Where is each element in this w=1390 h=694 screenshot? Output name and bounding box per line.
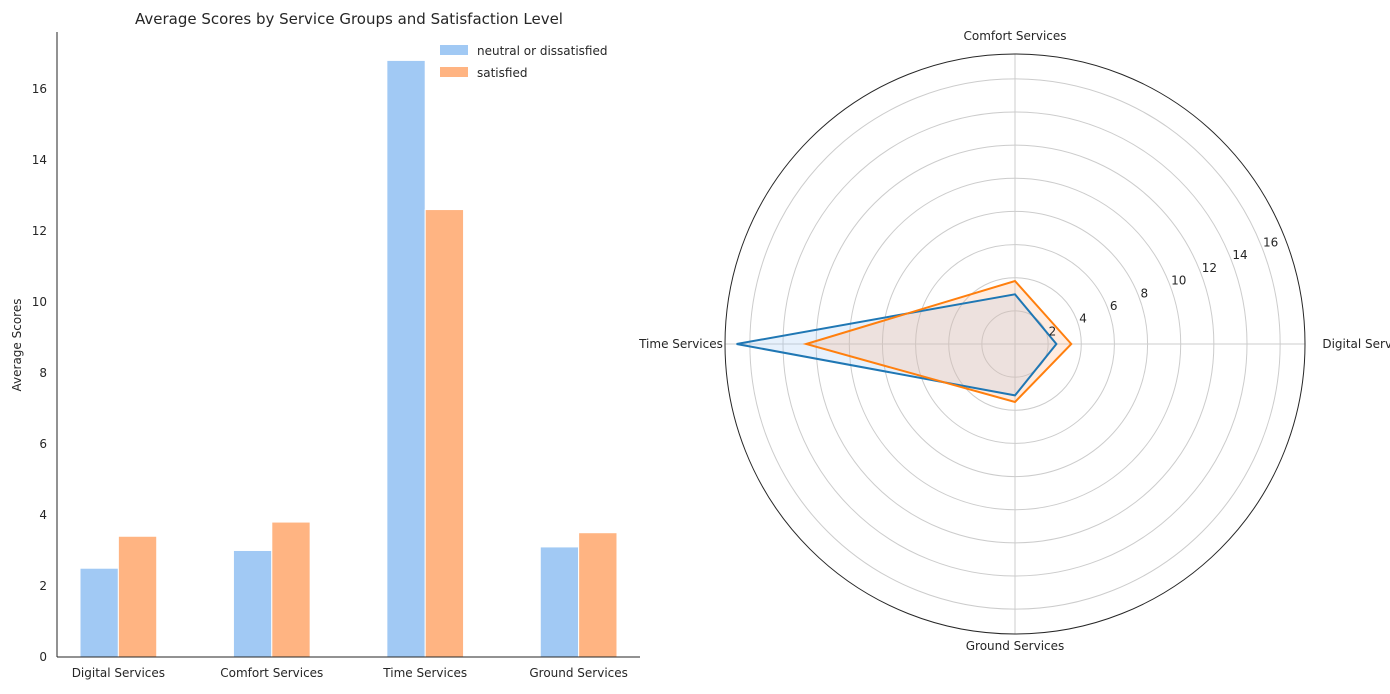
legend-swatch-satisfied (440, 67, 468, 77)
bar-x-tick-label: Time Services (382, 666, 467, 680)
bar-chart: Average Scores by Service Groups and Sat… (10, 10, 640, 680)
radar-r-ticks: 2 4 6 8 10 12 14 16 (1049, 236, 1279, 339)
radar-r-tick-label: 12 (1202, 261, 1217, 275)
bar-neutral-or-dissatisfied-time-services (386, 59, 426, 658)
bar-chart-ylabel: Average Scores (10, 299, 24, 392)
radar-axis-label-digital-services: Digital Services (1322, 337, 1390, 351)
radar-r-tick-label: 4 (1079, 312, 1087, 326)
radar-r-tick-label: 2 (1049, 324, 1057, 338)
radar-r-tick-label: 6 (1110, 299, 1118, 313)
radar-axis-label-ground-services: Ground Services (966, 639, 1065, 653)
radar-axis-label-time-services: Time Services (638, 337, 723, 351)
radar-r-tick-label: 8 (1140, 286, 1148, 300)
bar-y-tick-label: 10 (32, 295, 47, 309)
bar-y-tick-label: 6 (39, 437, 47, 451)
radar-fill-neutral-or-dissatisfied (736, 294, 1057, 396)
bar-y-tick-label: 14 (32, 153, 47, 167)
bar-neutral-or-dissatisfied-digital-services (79, 567, 119, 658)
bar-y-tick-label: 4 (39, 508, 47, 522)
radar-fill-satisfied (806, 281, 1072, 402)
bar-y-tick-label: 8 (39, 366, 47, 380)
radar-line-neutral-or-dissatisfied (736, 293, 1058, 397)
bar-satisfied-digital-services (117, 535, 158, 658)
legend-label-neutral: neutral or dissatisfied (477, 44, 607, 58)
radar-axis-label-comfort-services: Comfort Services (963, 29, 1066, 43)
bar-chart-title: Average Scores by Service Groups and Sat… (135, 10, 563, 28)
radar-line-satisfied (802, 279, 1073, 404)
bar-x-tick-label: Digital Services (72, 666, 165, 680)
bar-y-tick-label: 0 (39, 650, 47, 664)
bar-legend: neutral or dissatisfied satisfied (440, 44, 607, 80)
bar-neutral-or-dissatisfied-comfort-services (232, 549, 273, 658)
radar-outer-circle (724, 53, 1306, 635)
bar-y-ticks: 0 2 4 6 8 10 12 14 16 (32, 82, 47, 664)
bar-y-tick-label: 16 (32, 82, 47, 96)
bar-satisfied-time-services (424, 209, 465, 658)
bar-x-tick-label: Comfort Services (220, 666, 323, 680)
radar-axis-labels: Digital Services Comfort Services Time Ser… (638, 29, 1390, 653)
radar-r-tick-label: 10 (1171, 274, 1186, 288)
radar-r-tick-label: 16 (1263, 236, 1278, 250)
bar-satisfied-ground-services (578, 532, 618, 658)
bar-x-tick-label: Ground Services (529, 666, 628, 680)
bar-bars (79, 59, 618, 658)
legend-swatch-neutral (440, 45, 468, 55)
legend-label-satisfied: satisfied (477, 66, 527, 80)
bar-y-tick-label: 2 (39, 579, 47, 593)
bar-x-ticks: Digital Services Comfort Services Time Ser… (72, 666, 628, 680)
bar-satisfied-comfort-services (271, 521, 311, 658)
bar-y-tick-label: 12 (32, 224, 47, 238)
radar-r-tick-label: 14 (1232, 248, 1247, 262)
radar-series (736, 279, 1073, 404)
bar-neutral-or-dissatisfied-ground-services (539, 546, 580, 658)
radar-chart: 2 4 6 8 10 12 14 16 Digital Services Comfort Ser… (638, 29, 1390, 653)
